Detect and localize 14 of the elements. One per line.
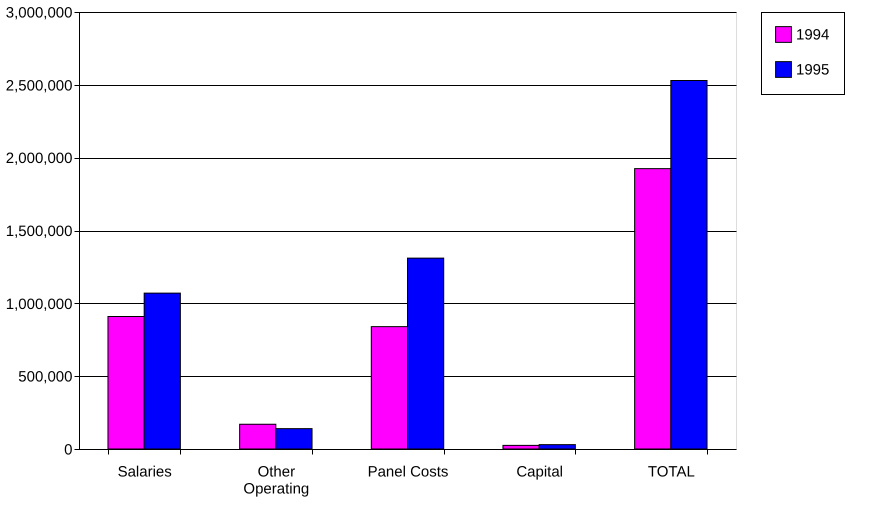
legend-label: 1994 bbox=[796, 26, 830, 44]
x-tick-label: Salaries bbox=[118, 464, 172, 480]
y-tick-label: 2,000,000 bbox=[6, 150, 72, 168]
y-tick-label: 1,500,000 bbox=[6, 223, 72, 240]
x-tick-label: Capital bbox=[516, 464, 564, 480]
x-tick-label: TOTAL bbox=[648, 464, 695, 480]
y-tick-label: 3,000,000 bbox=[6, 4, 72, 22]
y-tick-label: 500,000 bbox=[18, 368, 72, 386]
y-tick-label: 1,000,000 bbox=[6, 296, 72, 313]
x-tick-label: Panel Costs bbox=[368, 464, 448, 480]
legend-label: 1995 bbox=[796, 62, 830, 78]
y-tick-label: 2,500,000 bbox=[6, 77, 72, 94]
x-tick-label: Other Operating bbox=[243, 464, 310, 498]
y-tick-label: 0 bbox=[64, 442, 72, 458]
